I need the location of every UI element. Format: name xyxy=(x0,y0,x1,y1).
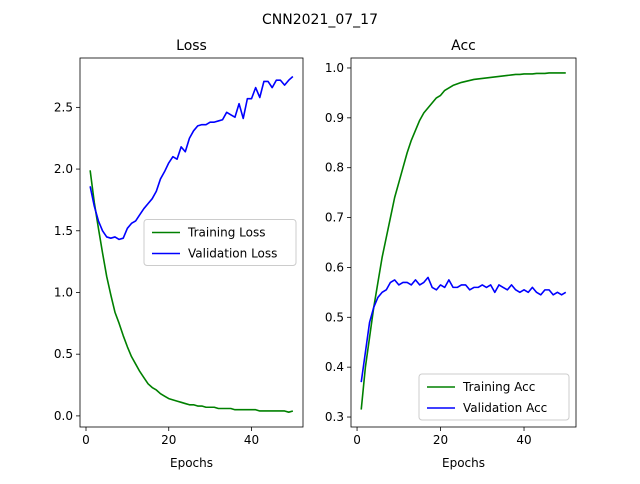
chart-1-axes-frame xyxy=(350,57,577,428)
chart-1-series-0-line xyxy=(360,72,566,410)
chart-0-xlabel: Epochs xyxy=(170,456,213,470)
chart-1-legend: Training Acc Validation Acc xyxy=(418,373,570,421)
chart-1-title: Acc xyxy=(451,38,476,54)
chart-1-legend-box xyxy=(418,373,570,421)
chart-1-ytick-label-6: 0.9 xyxy=(325,111,344,125)
chart-0-ytick-label-3: 1.5 xyxy=(54,224,73,238)
chart-0-axes-frame xyxy=(79,57,304,428)
figure-title: CNN2021_07_17 xyxy=(262,12,378,28)
chart-1-xtick-label-2: 40 xyxy=(516,433,531,447)
chart-1-ytick-label-0: 0.3 xyxy=(325,410,344,424)
chart-0-legend-label-1: Validation Loss xyxy=(188,247,277,261)
chart-0-ytick-label-0: 0.0 xyxy=(54,409,73,423)
chart-0-panel: Loss 0 20 40 0.0 0.5 1.0 1.5 2.0 2.5 Epochs Trainin… xyxy=(54,38,304,470)
chart-1-ytick-label-2: 0.5 xyxy=(325,310,344,324)
chart-0-title: Loss xyxy=(176,38,207,54)
chart-0-series-0-line xyxy=(89,170,294,413)
chart-0-legend-label-0: Training Loss xyxy=(187,226,265,240)
chart-1-series-1-line xyxy=(360,276,567,383)
chart-1-ytick-label-7: 1.0 xyxy=(325,61,344,75)
chart-0-legend-box xyxy=(143,219,297,266)
chart-0-ytick-label-4: 2.0 xyxy=(54,162,73,176)
chart-1-xtick-label-0: 0 xyxy=(353,433,361,447)
chart-0-xtick-label-1: 20 xyxy=(161,433,176,447)
chart-0-ytick-label-1: 0.5 xyxy=(54,347,73,361)
chart-1-legend-label-1: Validation Acc xyxy=(463,401,547,415)
chart-1-ytick-label-5: 0.8 xyxy=(325,161,344,175)
chart-0-xtick-label-0: 0 xyxy=(82,433,90,447)
chart-0-ytick-label-5: 2.5 xyxy=(54,100,73,114)
chart-0-xtick-label-2: 40 xyxy=(244,433,259,447)
chart-1-ytick-label-1: 0.4 xyxy=(325,360,344,374)
chart-1-xtick-label-1: 20 xyxy=(433,433,448,447)
chart-1-ytick-label-4: 0.7 xyxy=(325,211,344,225)
chart-1-legend-label-0: Training Acc xyxy=(462,380,535,394)
chart-0-series-1-line xyxy=(89,75,294,241)
chart-1-xlabel: Epochs xyxy=(442,456,485,470)
chart-0-ytick-label-2: 1.0 xyxy=(54,285,73,299)
chart-1-ytick-label-3: 0.6 xyxy=(325,260,344,274)
chart-0-legend: Training Loss Validation Loss xyxy=(143,219,297,266)
chart-1-panel: Acc 0 20 40 0.3 0.4 0.5 0.6 0.7 0.8 0.9 1.0 Epochs Tr… xyxy=(325,38,577,470)
